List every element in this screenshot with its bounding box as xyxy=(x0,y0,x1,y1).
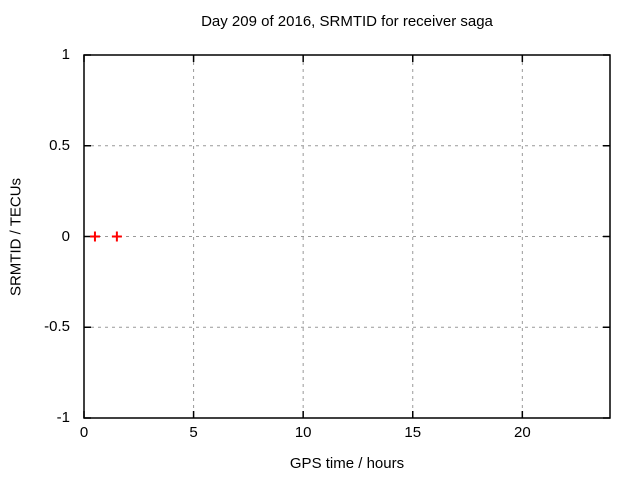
chart-title: Day 209 of 2016, SRMTID for receiver sag… xyxy=(201,13,493,30)
x-tick-label: 20 xyxy=(513,424,531,441)
x-tick-label: 10 xyxy=(294,424,312,441)
y-tick-label: -1 xyxy=(56,409,70,426)
y-tick-label: 1 xyxy=(61,46,70,63)
y-tick-label: 0 xyxy=(61,227,70,245)
y-tick-label: 0.5 xyxy=(49,136,70,154)
plot-border xyxy=(83,54,611,419)
x-tick-label: 5 xyxy=(189,424,198,441)
x-axis-label: GPS time / hours xyxy=(289,455,405,472)
x-tick-label: 0 xyxy=(79,424,89,441)
y-tick-label: -0.5 xyxy=(44,318,70,336)
x-tick-label: 15 xyxy=(404,424,422,441)
